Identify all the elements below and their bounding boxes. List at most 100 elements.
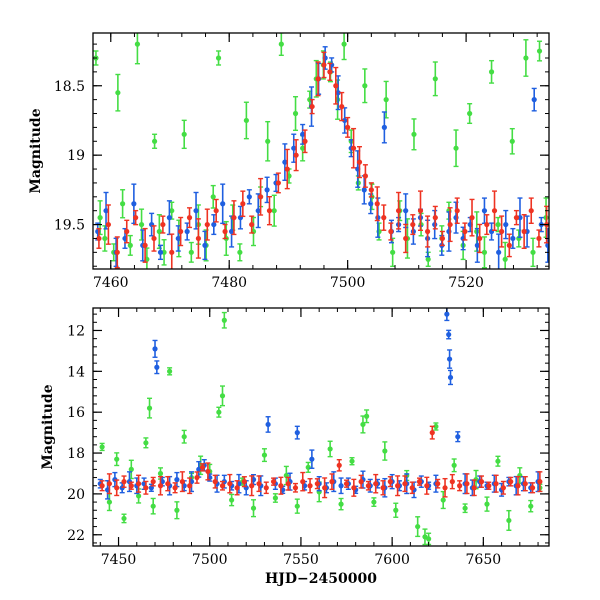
data-point: [528, 499, 534, 513]
data-point: [435, 478, 441, 489]
data-point: [181, 429, 187, 444]
data-point: [371, 497, 377, 507]
data-point: [174, 501, 180, 520]
data-point: [381, 111, 387, 144]
bottom-panel-ticks: 7450 7500 7550 7600 7650 12 14 16 18 20 22: [67, 308, 549, 568]
data-point: [500, 480, 506, 495]
data-point: [329, 473, 335, 491]
bottom-panel-data-marks: [97, 308, 543, 546]
data-point: [261, 448, 268, 463]
data-point: [495, 455, 501, 467]
data-point: [169, 233, 175, 269]
data-point: [99, 442, 105, 452]
data-point: [294, 498, 300, 514]
data-point: [219, 385, 226, 407]
data-point: [187, 477, 193, 495]
data-point: [114, 452, 120, 467]
data-point: [416, 477, 423, 486]
data-point: [446, 349, 453, 369]
bottom-panel-ylabel: Magnitude: [40, 384, 56, 469]
data-point: [157, 475, 164, 496]
data-point: [270, 477, 277, 486]
data-point: [373, 473, 379, 494]
y-tick-label: 12: [67, 323, 85, 339]
data-point: [285, 476, 291, 491]
data-point: [446, 329, 452, 340]
x-tick-label: 7520: [448, 275, 484, 291]
data-point: [515, 475, 521, 496]
data-point: [221, 311, 227, 329]
data-point: [536, 40, 543, 62]
data-point: [143, 480, 149, 495]
data-point: [417, 190, 424, 231]
y-tick-label: 19.5: [54, 218, 85, 234]
data-point: [415, 516, 421, 538]
data-point: [488, 59, 495, 84]
data-point: [327, 440, 333, 458]
data-point: [442, 477, 448, 498]
data-point: [193, 191, 199, 230]
data-point: [127, 234, 133, 256]
top-panel-frame: [92, 32, 550, 270]
data-point: [503, 209, 509, 240]
data-point: [432, 61, 438, 97]
data-point: [537, 471, 543, 493]
data-point: [154, 360, 160, 375]
data-point: [186, 207, 193, 229]
data-point: [146, 397, 153, 419]
data-point: [205, 462, 211, 481]
data-point: [265, 120, 271, 162]
data-point: [481, 236, 488, 269]
data-point: [350, 127, 357, 169]
x-tick-label: 7500: [192, 552, 228, 568]
data-point: [234, 480, 240, 496]
data-point: [521, 214, 527, 250]
data-point: [243, 101, 249, 140]
data-point: [528, 197, 534, 224]
data-point: [227, 473, 233, 494]
data-point: [143, 437, 149, 449]
data-point: [333, 66, 339, 105]
data-point: [212, 474, 218, 489]
top-panel-data-marks: [93, 33, 549, 269]
data-point: [246, 189, 252, 205]
data-point: [499, 215, 505, 248]
data-point: [250, 499, 257, 518]
x-tick-label: 7550: [283, 552, 319, 568]
data-point: [249, 215, 255, 234]
data-point: [181, 119, 187, 150]
x-tick-label: 7500: [330, 275, 366, 291]
data-point: [121, 513, 127, 524]
data-point: [305, 461, 311, 473]
data-point: [424, 215, 431, 248]
data-point: [381, 204, 387, 231]
data-point: [529, 482, 536, 494]
data-point: [302, 129, 308, 154]
data-point: [374, 186, 380, 222]
data-point: [362, 164, 369, 188]
data-point: [309, 98, 315, 115]
data-point: [300, 471, 306, 492]
y-tick-label: 18: [67, 446, 85, 462]
data-point: [133, 209, 139, 226]
data-point: [424, 476, 430, 495]
data-point: [275, 172, 281, 194]
data-point: [257, 177, 264, 216]
data-point: [136, 474, 142, 493]
data-point: [455, 431, 461, 443]
data-point: [387, 476, 393, 488]
y-tick-label: 14: [67, 364, 85, 380]
data-point: [220, 183, 226, 225]
data-point: [265, 416, 271, 433]
data-point: [380, 480, 386, 496]
data-point: [447, 207, 453, 243]
data-point: [263, 481, 269, 495]
data-point: [351, 478, 357, 497]
data-point: [138, 208, 145, 241]
data-point: [403, 193, 409, 229]
data-point: [493, 474, 499, 493]
data-point: [150, 476, 156, 487]
data-point: [120, 189, 126, 219]
